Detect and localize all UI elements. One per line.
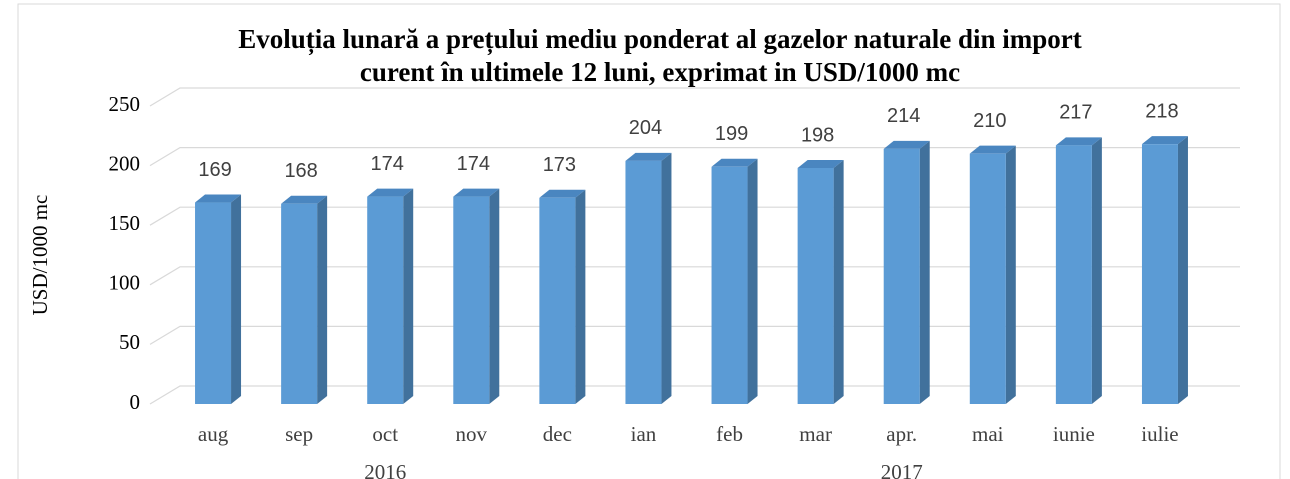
bar [1141,136,1188,405]
bar-front [367,196,404,404]
data-label: 218 [1145,100,1178,122]
bar-side [575,189,586,404]
bar-top [625,152,672,161]
bar-top [367,188,414,197]
bar-front [539,197,576,404]
y-tick-label: 100 [109,271,141,295]
bar [539,189,586,404]
x-tick-label: iunie [1053,422,1095,446]
x-tick-label: sep [285,422,313,446]
bar-side [1091,137,1102,404]
bar-top [195,194,242,203]
bar-top [883,140,930,149]
data-label: 214 [887,105,920,127]
data-label: 174 [457,153,490,175]
data-label: 204 [629,117,662,139]
x-tick-label: mar [799,422,832,446]
bar [367,188,414,404]
bar-side [317,195,328,404]
bar [969,145,1016,404]
data-label: 168 [284,160,317,182]
bar-top [539,189,586,198]
x-tick-label: iulie [1141,422,1178,446]
group-label: 2017 [881,460,923,479]
bar-front [711,166,748,404]
bar-side [661,152,672,404]
x-tick-label: oct [372,422,398,446]
bar-top [1141,136,1188,145]
data-label: 174 [371,153,404,175]
chart-frame [17,3,1281,479]
y-tick-label: 200 [109,151,141,175]
bar-side [231,194,242,404]
bar-front [281,203,318,404]
group-label: 2016 [364,460,406,479]
x-tick-label: nov [456,422,488,446]
chart-subtitle: curent în ultimele 12 luni, exprimat in … [360,57,960,87]
bar-side [489,188,500,404]
bar-top [797,159,844,168]
grid-line [149,87,1240,107]
data-label: 169 [198,159,231,181]
y-tick-label: 50 [119,330,140,354]
bar-front [453,196,490,404]
bar-top [453,188,500,197]
bar [453,188,500,404]
x-tick-label: dec [543,422,572,446]
bar-side [1005,145,1016,404]
data-label: 217 [1059,102,1092,124]
chart-title: Evoluția lunară a prețului mediu pondera… [238,24,1082,55]
y-tick-label: 0 [130,390,141,414]
x-tick-label: aug [198,422,229,446]
data-label: 199 [715,123,748,145]
bar-top [1055,137,1102,146]
data-label: 210 [973,110,1006,132]
bar-front [883,148,920,404]
y-tick-label: 250 [109,92,141,116]
bar-front [797,167,834,404]
bar [711,158,758,404]
bar [281,195,328,404]
bar [883,140,930,405]
bar-front [625,160,662,404]
bar [195,194,242,404]
bar-front [1141,144,1178,405]
bar-side [1177,136,1188,405]
bar-front [1055,145,1092,404]
bar-front [195,202,232,404]
bar [797,159,844,404]
bar [625,152,672,404]
bar-side [919,140,930,405]
bar [1055,137,1102,404]
x-tick-label: apr. [886,422,917,446]
y-tick-label: 150 [109,211,141,235]
bar-side [833,159,844,404]
bar-side [403,188,414,404]
y-axis-label: USD/1000 mc [28,195,52,316]
x-tick-label: mai [972,422,1004,446]
bar-side [747,158,758,404]
bar-top [969,145,1016,154]
x-tick-label: ian [631,422,657,446]
x-tick-label: feb [716,422,743,446]
data-label: 173 [543,154,576,176]
bar-top [711,158,758,167]
data-label: 198 [801,124,834,146]
bar-front [969,153,1006,404]
bar-top [281,195,328,204]
